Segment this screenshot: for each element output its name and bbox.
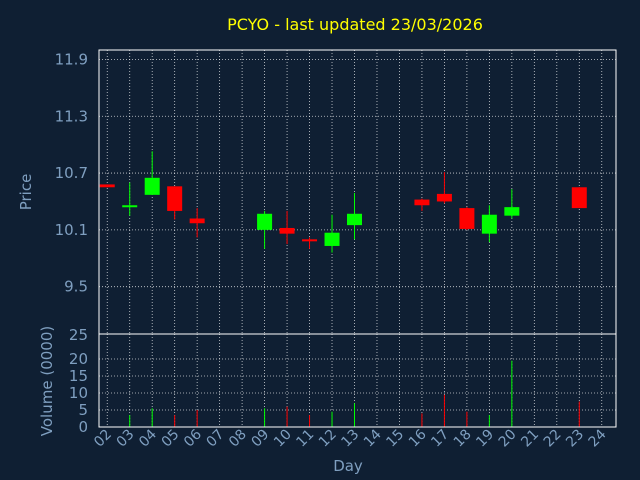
candle-body: [571, 187, 587, 209]
volume-y-tick-label: 5: [78, 401, 88, 419]
volume-grid: [99, 334, 616, 427]
volume-y-tick-label: 20: [69, 350, 88, 368]
volume-y-tick-label: 10: [69, 384, 88, 402]
volume-y-tick-label: 25: [69, 326, 88, 344]
candle-body: [257, 213, 273, 230]
price-y-ticks: 9.5 10.1 10.7 11.3 11.9: [55, 50, 88, 295]
candles: [99, 151, 587, 253]
price-axis-label: Price: [17, 174, 35, 211]
volume-panel-frame: [98, 333, 617, 428]
price-y-tick-label: 10.1: [55, 221, 88, 239]
volume-y-tick-label: 0: [78, 418, 88, 436]
x-axis-label: Day: [333, 457, 363, 475]
candle-body: [481, 214, 497, 234]
candle-body: [167, 186, 183, 211]
candle-body: [414, 199, 430, 206]
candle-body: [302, 239, 318, 242]
candle-body: [324, 232, 340, 246]
candle-body: [347, 213, 362, 226]
candle-body: [189, 218, 205, 224]
candle-body: [459, 208, 475, 229]
chart-title: PCYO - last updated 23/03/2026: [227, 15, 483, 34]
x-ticks: 0203040506070809101112131415161718192021…: [91, 426, 609, 450]
candle-body: [122, 205, 138, 208]
volume-axis-label: Volume (0000): [38, 326, 56, 436]
candle-body: [144, 177, 160, 195]
price-y-tick-label: 10.7: [55, 164, 88, 182]
price-y-tick-label: 11.9: [55, 50, 88, 68]
candle-body: [504, 207, 520, 216]
candle-body: [279, 227, 295, 234]
price-y-tick-label: 11.3: [55, 107, 88, 125]
candle-body: [436, 193, 452, 202]
volume-y-tick-label: 15: [69, 367, 88, 385]
price-y-tick-label: 9.5: [64, 278, 88, 296]
volume-bars: [129, 360, 580, 427]
candle-body: [99, 184, 115, 188]
